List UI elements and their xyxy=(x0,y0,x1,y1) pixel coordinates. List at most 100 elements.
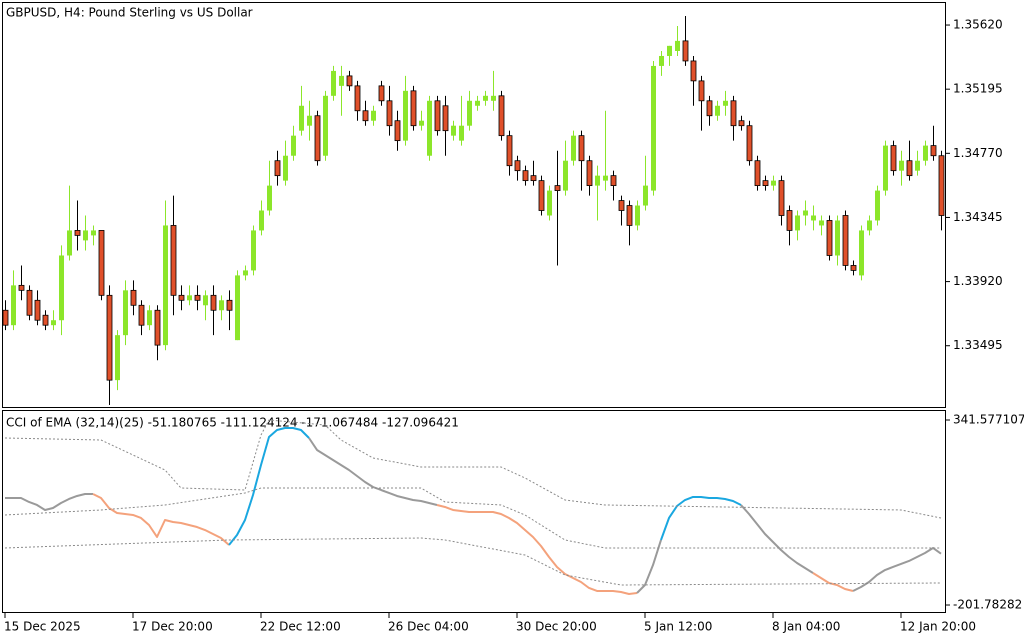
candle-body xyxy=(522,170,529,182)
candle-body xyxy=(74,230,81,236)
candle-body xyxy=(723,100,728,106)
candle-body xyxy=(850,265,857,271)
candle-body xyxy=(771,180,776,186)
candle-body xyxy=(91,230,96,236)
candle-body xyxy=(610,175,617,187)
candle-body xyxy=(386,100,393,127)
candle-body xyxy=(483,95,488,101)
candle-body xyxy=(194,294,201,301)
candle-body xyxy=(682,40,689,62)
candle-body xyxy=(603,175,608,181)
candle-body xyxy=(130,289,137,306)
candle-body xyxy=(442,105,449,132)
candle-body xyxy=(163,225,168,346)
candle-body xyxy=(746,125,753,162)
candle-body xyxy=(651,65,656,191)
candle-body xyxy=(371,110,376,121)
candle-body xyxy=(626,205,633,226)
candle-body xyxy=(339,75,344,86)
band-line xyxy=(4,487,941,549)
candle-body xyxy=(251,230,256,271)
candle-body xyxy=(427,100,432,156)
y-tick-label: 1.33920 xyxy=(953,274,1003,288)
cci-line xyxy=(636,539,662,594)
candle-body xyxy=(346,75,353,87)
candle-body xyxy=(147,310,152,326)
candle-body xyxy=(875,190,880,221)
y-tick-label: -201.78282 xyxy=(953,598,1022,612)
candle-body xyxy=(467,100,472,126)
candle-body xyxy=(811,215,816,221)
y-tick-label: 1.33495 xyxy=(953,338,1003,352)
candle-body xyxy=(906,160,913,177)
price-panel xyxy=(2,2,946,408)
candle-body xyxy=(459,125,464,141)
candle-body xyxy=(314,115,321,162)
chart-title: GBPUSD, H4: Pound Sterling vs US Dollar xyxy=(6,6,253,20)
candle-body xyxy=(394,120,401,142)
candle-body xyxy=(795,215,800,231)
candle-body xyxy=(434,100,441,132)
cci-line xyxy=(660,495,742,541)
candle-body xyxy=(203,295,208,306)
candle-body xyxy=(491,95,496,101)
candle-body xyxy=(2,309,9,326)
candle-body xyxy=(498,95,505,137)
candle-body xyxy=(578,135,585,162)
x-tick-label: 22 Dec 12:00 xyxy=(260,620,341,634)
candle-body xyxy=(274,160,281,177)
candle-body xyxy=(595,175,600,186)
candle-body xyxy=(803,210,808,216)
candle-body xyxy=(331,70,336,96)
candle-body xyxy=(571,135,576,161)
candle-body xyxy=(123,290,128,336)
candle-body xyxy=(154,309,161,346)
candle-body xyxy=(819,220,824,226)
candle-body xyxy=(530,175,537,182)
x-tick-label: 5 Jan 12:00 xyxy=(644,620,712,634)
candle-body xyxy=(299,105,304,131)
candle-body xyxy=(762,180,769,187)
candle-body xyxy=(915,160,920,171)
candle-body xyxy=(698,80,705,102)
candle-body xyxy=(410,90,417,127)
candle-body xyxy=(715,105,720,116)
x-tick-label: 26 Dec 04:00 xyxy=(388,620,469,634)
candle-body xyxy=(403,90,408,141)
cci-line xyxy=(436,504,638,595)
candle-body xyxy=(690,60,697,82)
candle-body xyxy=(259,210,264,231)
candle-body xyxy=(554,185,561,191)
cci-line xyxy=(92,493,230,546)
y-tick-label: 1.34345 xyxy=(953,210,1003,224)
candle-body xyxy=(643,185,648,206)
candle-body xyxy=(538,180,545,211)
candle-body xyxy=(706,100,713,117)
candle-body xyxy=(106,294,113,381)
candle-body xyxy=(170,225,177,296)
candle-body xyxy=(11,285,16,326)
cci-line xyxy=(740,504,814,574)
candle-body xyxy=(291,135,296,156)
candle-body xyxy=(267,185,272,211)
candle-body xyxy=(187,295,192,301)
candle-body xyxy=(26,289,33,316)
band-line xyxy=(4,537,942,586)
candle-body xyxy=(890,145,897,172)
candle-body xyxy=(867,220,872,231)
candle-body xyxy=(83,230,88,241)
candle-body xyxy=(419,120,424,126)
candle-body xyxy=(659,55,664,66)
x-tick-label: 15 Dec 2025 xyxy=(4,620,81,634)
candle-body xyxy=(738,120,745,127)
candle-body xyxy=(18,284,25,291)
y-tick-label: 341.577107 xyxy=(953,412,1024,426)
candle-body xyxy=(826,220,833,256)
candle-body xyxy=(859,230,864,276)
candle-body xyxy=(563,160,568,191)
candle-body xyxy=(354,85,361,112)
x-tick-label: 30 Dec 20:00 xyxy=(516,620,597,634)
cci-line xyxy=(308,437,438,506)
